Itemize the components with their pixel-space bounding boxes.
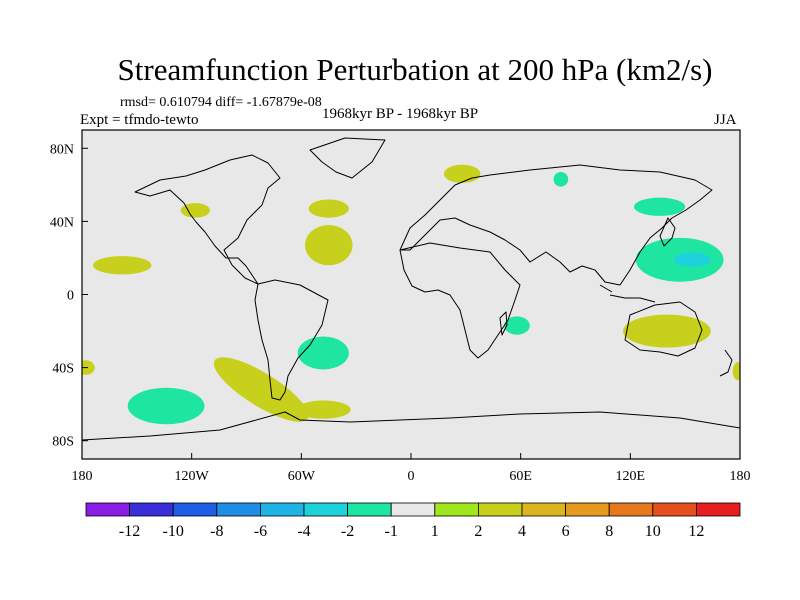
anomaly-region-12	[297, 336, 349, 370]
stats-label: rmsd= 0.610794 diff= -1.67879e-08	[120, 95, 322, 110]
colorbar-box-3	[172, 502, 218, 517]
coastline-eurasia	[399, 164, 713, 286]
coastline-antarctica	[82, 411, 740, 441]
x-tick-label-1: 180	[72, 469, 93, 484]
colorbar-label-6: -2	[341, 523, 354, 540]
y-tick-label-3: 0	[67, 289, 74, 304]
anomaly-region-17	[732, 362, 740, 381]
experiment-label: Expt = tfmdo-tewto	[80, 112, 199, 128]
anomaly-region-11	[504, 316, 530, 335]
colorbar-label-10: 4	[518, 523, 526, 540]
coastline-indonesia	[599, 284, 656, 303]
colorbar-box-4	[216, 502, 261, 517]
colorbar-box-7	[347, 502, 392, 517]
colorbar-box-5	[259, 502, 305, 517]
coastline-madagascar	[499, 311, 508, 336]
anomaly-region-14	[295, 400, 351, 419]
x-tick-label-5: 60E	[509, 469, 532, 484]
y-tick-label-2: 40N	[50, 215, 74, 230]
colorbar-box-14	[652, 502, 697, 517]
colorbar-box-9	[434, 502, 479, 517]
colorbar-box-8	[390, 502, 436, 517]
x-tick-label-2: 120W	[175, 469, 210, 484]
anomaly-region-15	[127, 387, 205, 425]
colorbar-label-11: 6	[562, 523, 570, 540]
coastlines	[82, 137, 740, 441]
y-tick-label-4: 40S	[52, 362, 74, 377]
anomaly-region-7	[633, 197, 686, 216]
x-tick-label-7: 180	[730, 469, 751, 484]
anomaly-region-13	[213, 357, 309, 422]
y-tick-label-5: 80S	[52, 435, 74, 450]
colorbar-label-4: -6	[254, 523, 267, 540]
anomaly-region-2	[92, 256, 152, 275]
anomaly-region-5	[443, 164, 481, 184]
anomaly-region-4	[304, 225, 353, 266]
colorbar-box-13	[608, 502, 654, 517]
anomaly-region-6	[553, 172, 569, 187]
colorbar-label-13: 10	[645, 523, 661, 540]
coastline-greenland	[309, 137, 386, 179]
x-tick-label-3: 60W	[288, 469, 316, 484]
chart-title: Streamfunction Perturbation at 200 hPa (…	[117, 52, 713, 87]
colorbar-box-11	[521, 502, 566, 517]
colorbar-label-14: 12	[688, 523, 704, 540]
season-label: JJA	[714, 112, 737, 128]
colorbar-label-12: 8	[605, 523, 613, 540]
colorbar-box-2	[129, 502, 174, 517]
coastline-new-zealand	[719, 349, 733, 377]
anomaly-region-9	[674, 252, 711, 268]
colorbar-label-1: -12	[119, 523, 140, 540]
colorbar-label-9: 2	[474, 523, 482, 540]
anomaly-region-16	[82, 360, 95, 375]
colorbar-box-1	[85, 502, 130, 517]
colorbar-label-5: -4	[297, 523, 310, 540]
x-tick-label-6: 120E	[616, 469, 646, 484]
period-label: 1968kyr BP - 1968kyr BP	[322, 106, 479, 122]
colorbar-box-6	[303, 502, 348, 517]
colorbar-box-12	[565, 502, 610, 517]
anomaly-region-10	[623, 314, 711, 348]
coastline-africa	[399, 242, 521, 359]
colorbar-box-15	[696, 502, 741, 517]
colorbar-box-10	[477, 502, 523, 517]
anomaly-region-1	[180, 203, 210, 218]
coastline-south-america	[254, 279, 329, 401]
anomaly-region-3	[308, 199, 349, 218]
coastline-north-america	[134, 154, 281, 285]
colorbar-label-3: -8	[210, 523, 223, 540]
colorbar-label-8: 1	[431, 523, 439, 540]
colorbar-label-7: -1	[385, 523, 398, 540]
coastline-japan	[659, 217, 676, 247]
x-tick-label-4: 0	[408, 469, 415, 484]
y-tick-label-1: 80N	[50, 142, 74, 157]
colorbar-label-2: -10	[163, 523, 184, 540]
coastline-australia	[624, 301, 703, 357]
